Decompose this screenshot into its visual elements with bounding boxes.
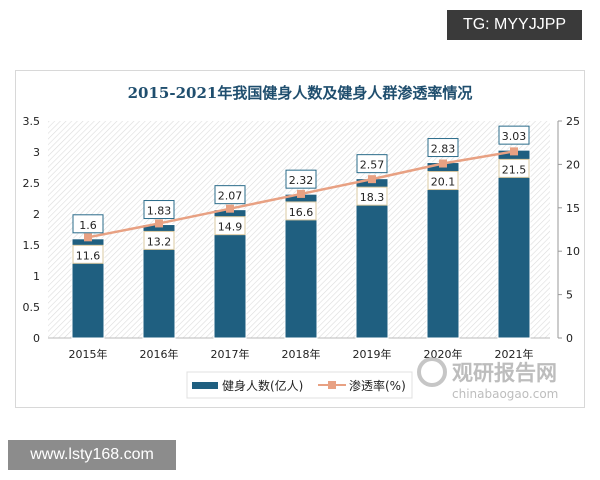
- rate-label-box: [285, 201, 317, 221]
- right-tick-label: 0: [566, 332, 573, 345]
- rate-data-label: 18.3: [360, 191, 385, 204]
- bar-label-box: [356, 154, 388, 174]
- x-tick-label: 2016年: [140, 347, 179, 361]
- svg-text:观研报告网: 观研报告网: [452, 361, 557, 385]
- watermark-tg: TG: MYYJJPP: [447, 10, 582, 40]
- rate-marker: [84, 233, 92, 242]
- bar-data-label: 2.07: [218, 190, 243, 203]
- left-tick-label: 0: [33, 332, 40, 345]
- chart-frame: [15, 70, 585, 408]
- legend: 健身人数(亿人) 渗透率(%): [186, 371, 413, 399]
- left-tick-label: 3: [33, 146, 40, 159]
- bar-label-box: [285, 169, 317, 189]
- rate-marker: [226, 204, 234, 213]
- chart-title: 2015-2021年我国健身人数及健身人群渗透率情况: [128, 84, 473, 102]
- bar: [426, 162, 460, 339]
- bar-label-box: [427, 138, 459, 158]
- bar-label-box: [143, 200, 175, 220]
- rate-marker: [155, 219, 163, 228]
- x-tick-label: 2015年: [69, 347, 108, 361]
- right-tick-label: 20: [566, 158, 580, 171]
- rate-data-label: 14.9: [218, 221, 243, 234]
- legend-box: [186, 371, 413, 399]
- left-tick-label: 1: [33, 270, 40, 283]
- legend-line-marker: [328, 381, 336, 389]
- rate-data-label: 16.6: [289, 206, 314, 219]
- watermark-site: www.lsty168.com: [8, 440, 176, 470]
- rate-label-box: [72, 244, 104, 264]
- right-tick-label: 25: [566, 115, 580, 128]
- legend-label-bar: 健身人数(亿人): [222, 378, 303, 393]
- rate-label-box: [427, 171, 459, 191]
- bar-label-box: [72, 214, 104, 234]
- rate-data-label: 13.2: [147, 235, 172, 248]
- bar: [497, 149, 531, 339]
- bar-data-label: 1.83: [147, 205, 172, 218]
- rate-label-box: [498, 158, 530, 178]
- bar-data-label: 2.57: [360, 159, 385, 172]
- left-tick-label: 1.5: [23, 239, 41, 252]
- rate-marker: [297, 189, 305, 198]
- svg-text:chinabaogao.com: chinabaogao.com: [452, 387, 558, 401]
- bar-label-box: [498, 125, 530, 145]
- bar-data-label: 3.03: [502, 130, 527, 143]
- x-tick-label: 2018年: [282, 347, 321, 361]
- rate-marker: [510, 147, 518, 156]
- x-tick-label: 2019年: [353, 347, 392, 361]
- left-tick-label: 0.5: [23, 301, 41, 314]
- right-tick-label: 15: [566, 202, 580, 215]
- rate-label-box: [356, 186, 388, 206]
- rate-label-box: [143, 230, 175, 250]
- x-tick-label: 2017年: [211, 347, 250, 361]
- chinabaogao-logo: 观研报告网 chinabaogao.com: [417, 357, 558, 401]
- right-tick-label: 10: [566, 245, 580, 258]
- rate-marker: [439, 159, 447, 168]
- x-tick-label: 2021年: [495, 347, 534, 361]
- bar-data-label: 1.6: [79, 219, 97, 232]
- legend-label-line: 渗透率(%): [349, 378, 406, 393]
- rate-data-label: 21.5: [502, 163, 527, 176]
- rate-data-label: 11.6: [76, 249, 101, 262]
- legend-bar-swatch: [192, 382, 218, 389]
- bar-data-label: 2.83: [431, 143, 456, 156]
- left-tick-label: 3.5: [23, 115, 41, 128]
- bar-data-label: 2.32: [289, 174, 314, 187]
- rate-label-box: [214, 216, 246, 236]
- left-tick-label: 2.5: [23, 177, 41, 190]
- right-tick-label: 5: [566, 289, 573, 302]
- bar-label-box: [214, 185, 246, 205]
- rate-marker: [368, 175, 376, 184]
- rate-data-label: 20.1: [431, 176, 456, 189]
- left-tick-label: 2: [33, 208, 40, 221]
